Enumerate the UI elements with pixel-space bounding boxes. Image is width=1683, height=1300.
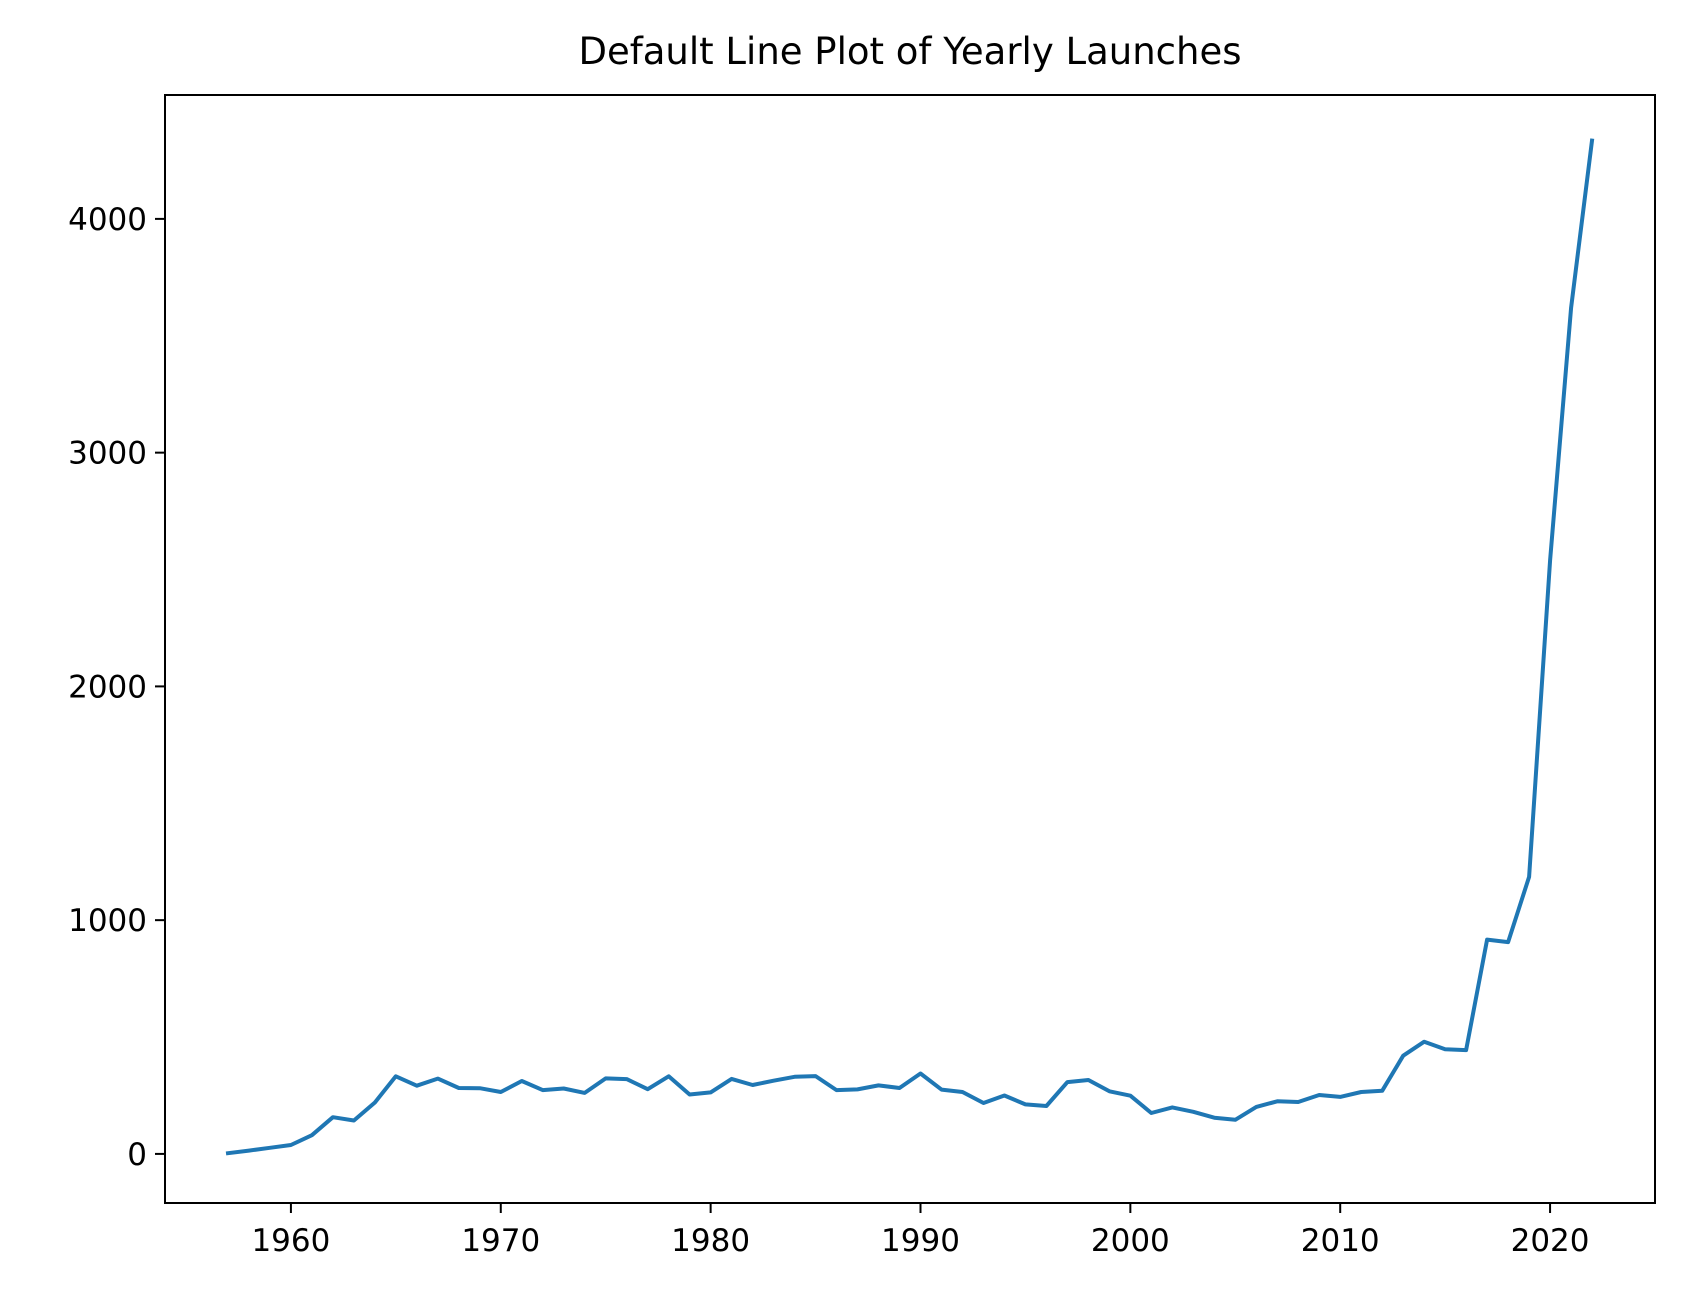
y-tick-label: 0 (127, 1137, 147, 1173)
x-tick-label: 2000 (1091, 1223, 1170, 1259)
x-tick-label: 2020 (1511, 1223, 1590, 1259)
x-tick-label: 2010 (1301, 1223, 1380, 1259)
x-tick-label: 1990 (881, 1223, 960, 1259)
y-tick-label: 4000 (68, 202, 147, 238)
y-tick-label: 2000 (68, 669, 147, 705)
x-tick-label: 1980 (671, 1223, 750, 1259)
axis-ticks: 1960 1970 1980 1990 2000 2010 2020 0 1000 2000 300… (68, 202, 1589, 1259)
x-tick-label: 1970 (461, 1223, 540, 1259)
y-tick-label: 3000 (68, 436, 147, 472)
plot-frame (164, 94, 1656, 1204)
x-tick-label: 1960 (251, 1223, 330, 1259)
series-line (225, 138, 1595, 1156)
chart-title: Default Line Plot of Yearly Launches (578, 30, 1241, 73)
y-tick-label: 1000 (68, 903, 147, 939)
